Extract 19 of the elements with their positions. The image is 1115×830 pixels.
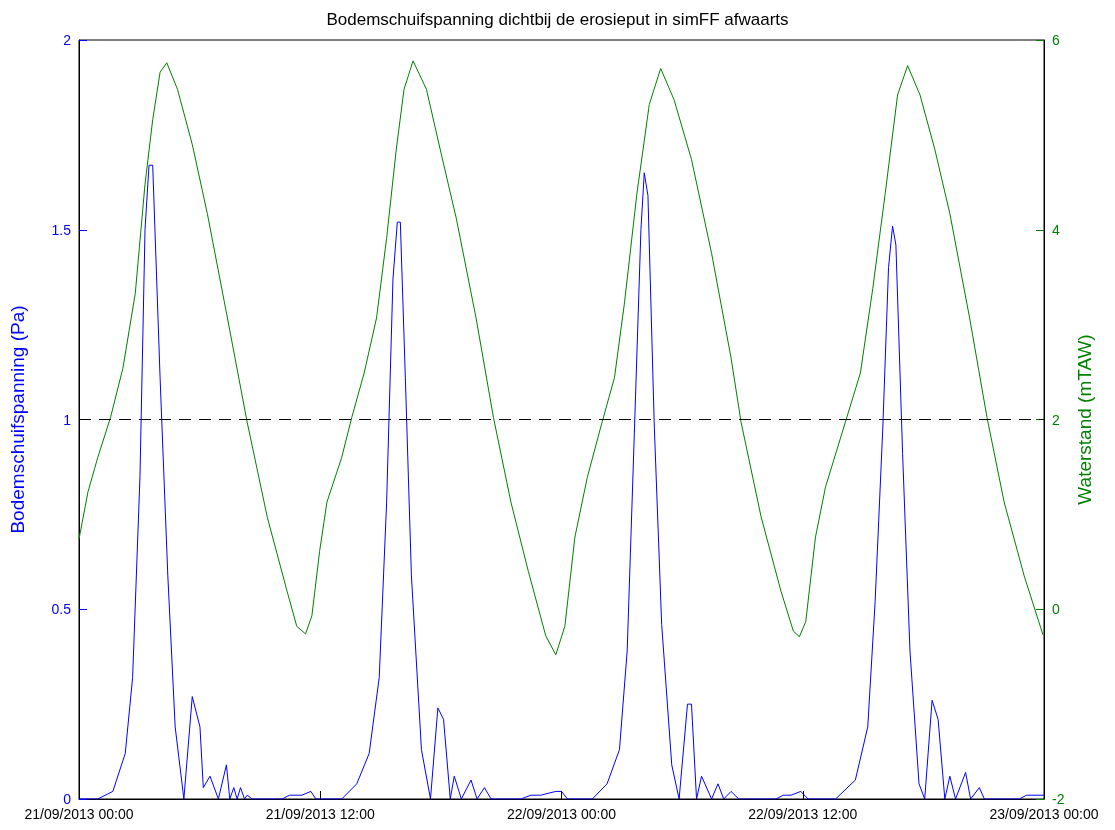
y2-tick-label: 4 — [1052, 221, 1060, 238]
x-tick-label: 22/09/2013 12:00 — [748, 806, 858, 822]
x-tick-label: 23/09/2013 00:00 — [989, 806, 1099, 822]
x-tick-label: 21/09/2013 00:00 — [24, 806, 134, 822]
y-tick-label: 0.5 — [51, 601, 72, 618]
y-tick-label: 1.5 — [51, 221, 72, 238]
y-tick-label: 0 — [63, 791, 72, 807]
y-axis-title: Bodemschuifspanning (Pa) — [7, 305, 28, 534]
y2-tick-label: 6 — [1052, 32, 1060, 48]
x-tick-label: 21/09/2013 12:00 — [265, 806, 375, 822]
y2-axis-title: Waterstand (mTAW) — [1074, 334, 1096, 505]
y2-tick-label: -2 — [1052, 791, 1065, 807]
y-tick-label: 2 — [63, 32, 72, 48]
y2-tick-label: 0 — [1052, 601, 1060, 618]
x-tick-label: 22/09/2013 00:00 — [507, 806, 617, 822]
chart-title: Bodemschuifspanning dichtbij de erosieput in simFF afwaarts — [326, 10, 789, 29]
y2-tick-label: 2 — [1052, 411, 1060, 428]
y-tick-label: 1 — [63, 411, 72, 428]
line-series — [78, 60, 1044, 656]
